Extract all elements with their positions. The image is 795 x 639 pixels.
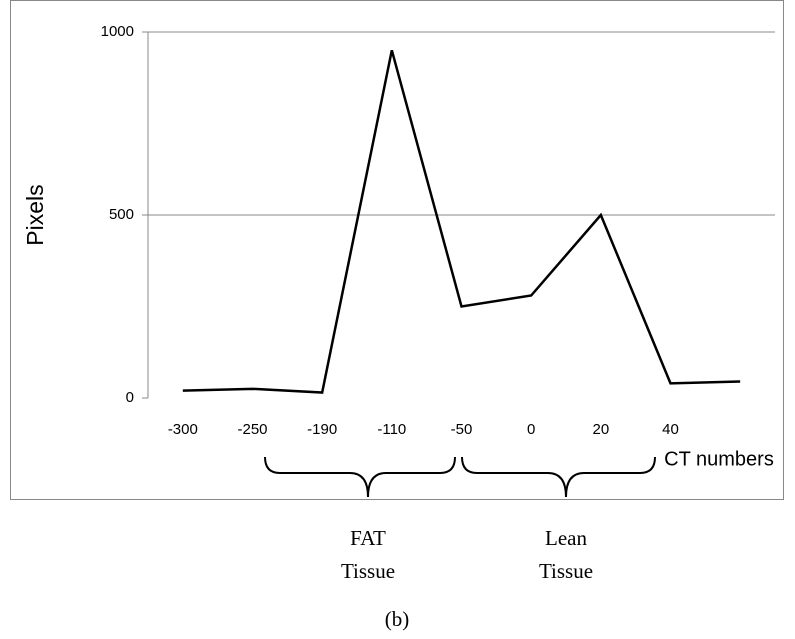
lean-bracket xyxy=(461,456,656,498)
annotation: Lean xyxy=(545,526,587,550)
y-tick-label: 500 xyxy=(109,206,134,223)
caption: (b) xyxy=(385,607,410,631)
data-line xyxy=(182,49,741,394)
x-tick-label: -250 xyxy=(237,421,267,438)
fat-bracket xyxy=(264,456,456,498)
annotation: FAT xyxy=(350,526,386,550)
x-tick-label: -50 xyxy=(451,421,473,438)
x-tick-label: -190 xyxy=(307,421,337,438)
x-tick-label: 20 xyxy=(592,421,609,438)
annotation: Tissue xyxy=(341,559,395,583)
chart-frame xyxy=(10,0,784,500)
y-axis-label: Pixels xyxy=(22,184,48,245)
y-tick-label: 0 xyxy=(126,389,134,406)
x-axis-label: CT numbers xyxy=(664,448,774,470)
annotation: Tissue xyxy=(539,559,593,583)
x-tick-label: -300 xyxy=(168,421,198,438)
y-tick-label: 1000 xyxy=(101,23,134,40)
x-tick-label: 0 xyxy=(527,421,535,438)
x-tick-label: -110 xyxy=(377,421,406,438)
x-tick-label: 40 xyxy=(662,421,679,438)
